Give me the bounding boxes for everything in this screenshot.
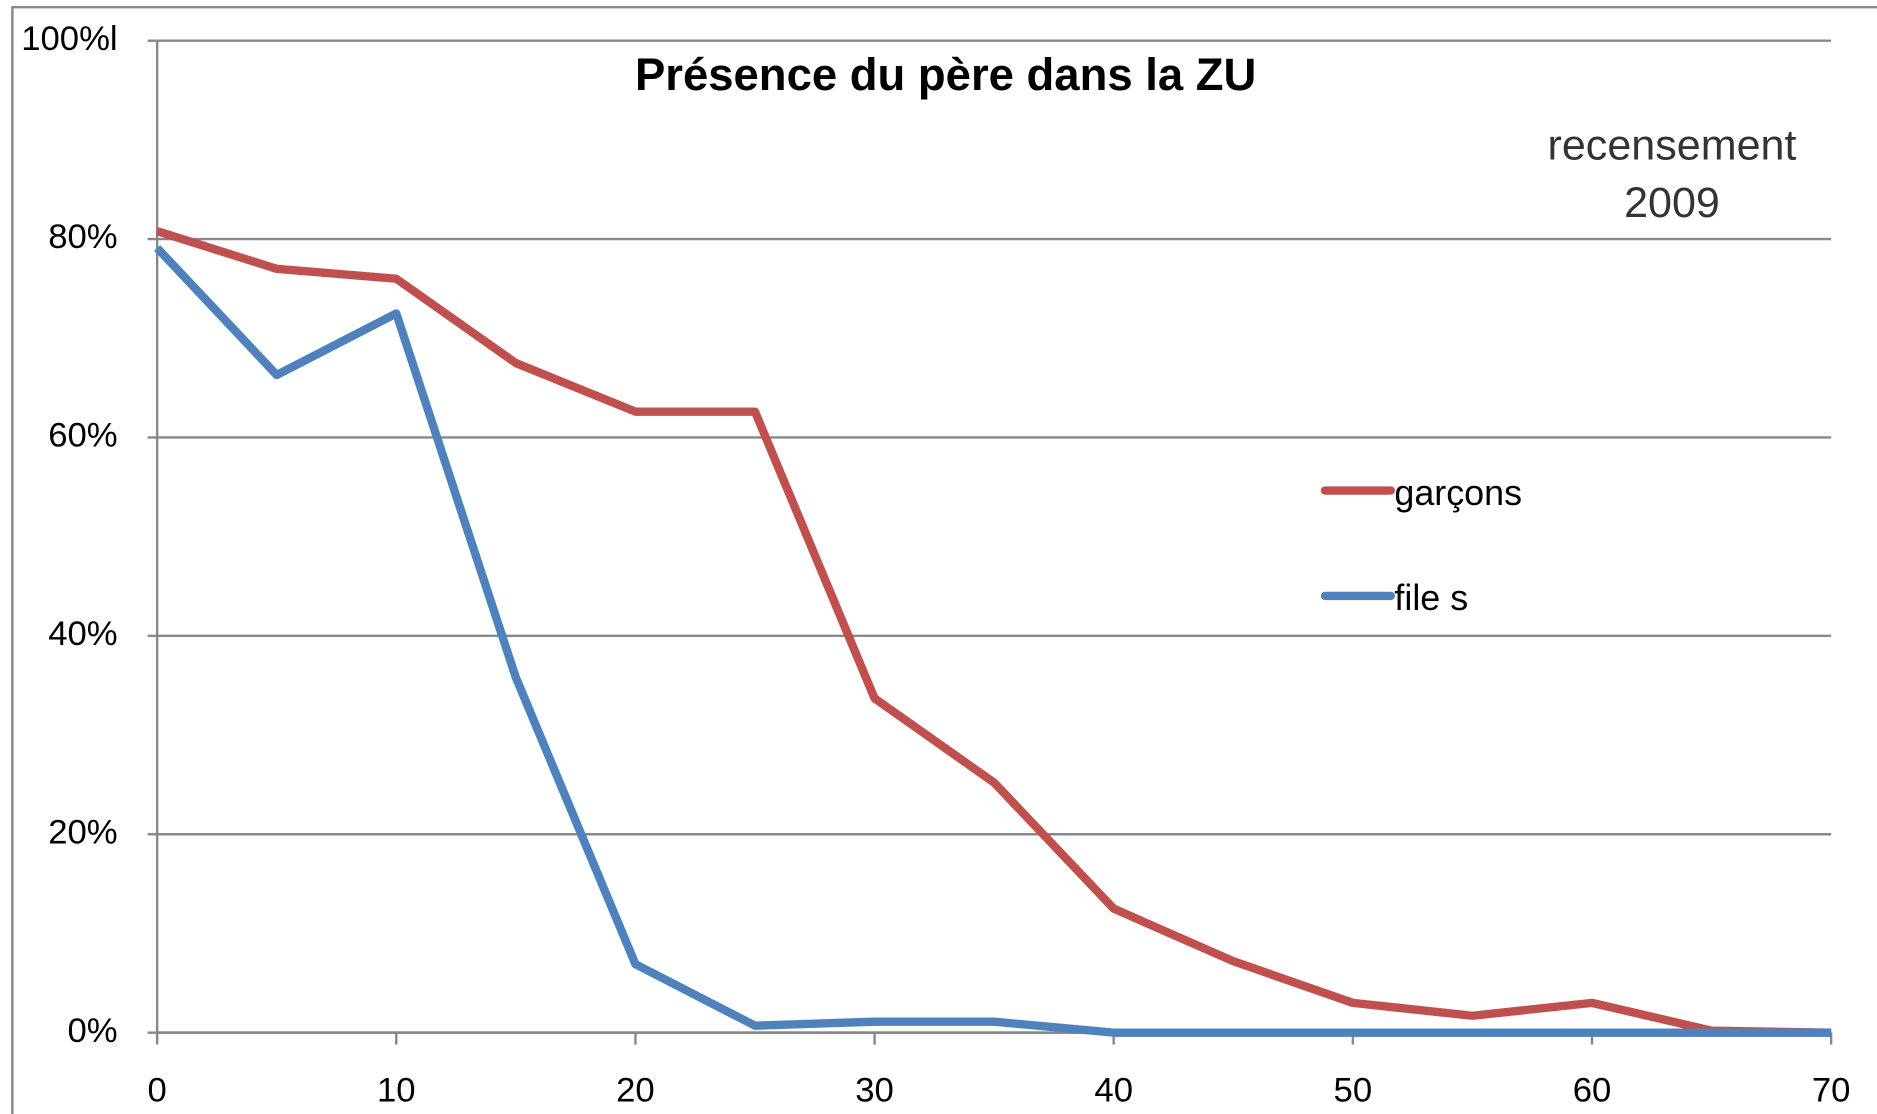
chart-title: Présence du père dans la ZU [635, 49, 1256, 100]
series-line [154, 245, 1832, 1037]
annotation: recensement [1548, 122, 1797, 170]
x-tick-label: 30 [855, 1072, 894, 1110]
y-tick-label: 20% [48, 813, 117, 851]
x-tick-label: 10 [377, 1072, 416, 1110]
x-tick-label: 40 [1094, 1072, 1133, 1110]
y-tick-label: 40% [48, 615, 117, 653]
y-tick-label: 60% [48, 417, 117, 455]
chart-frame [11, 5, 1877, 1114]
x-tick-label: 70 [1812, 1072, 1851, 1110]
y-tick-label: 80% [48, 218, 117, 256]
series-line [155, 227, 1832, 1037]
x-tick-label: 50 [1334, 1072, 1373, 1110]
legend-label: file s [1394, 578, 1468, 618]
annotation: 2009 [1624, 179, 1720, 227]
y-tick-label: 100%l [21, 20, 117, 58]
x-tick-label: 20 [616, 1072, 655, 1110]
x-tick-label: 0 [147, 1072, 166, 1110]
y-tick-label: 0% [68, 1012, 118, 1050]
x-tick-label: 60 [1573, 1072, 1612, 1110]
legend-label: garçons [1394, 473, 1522, 513]
